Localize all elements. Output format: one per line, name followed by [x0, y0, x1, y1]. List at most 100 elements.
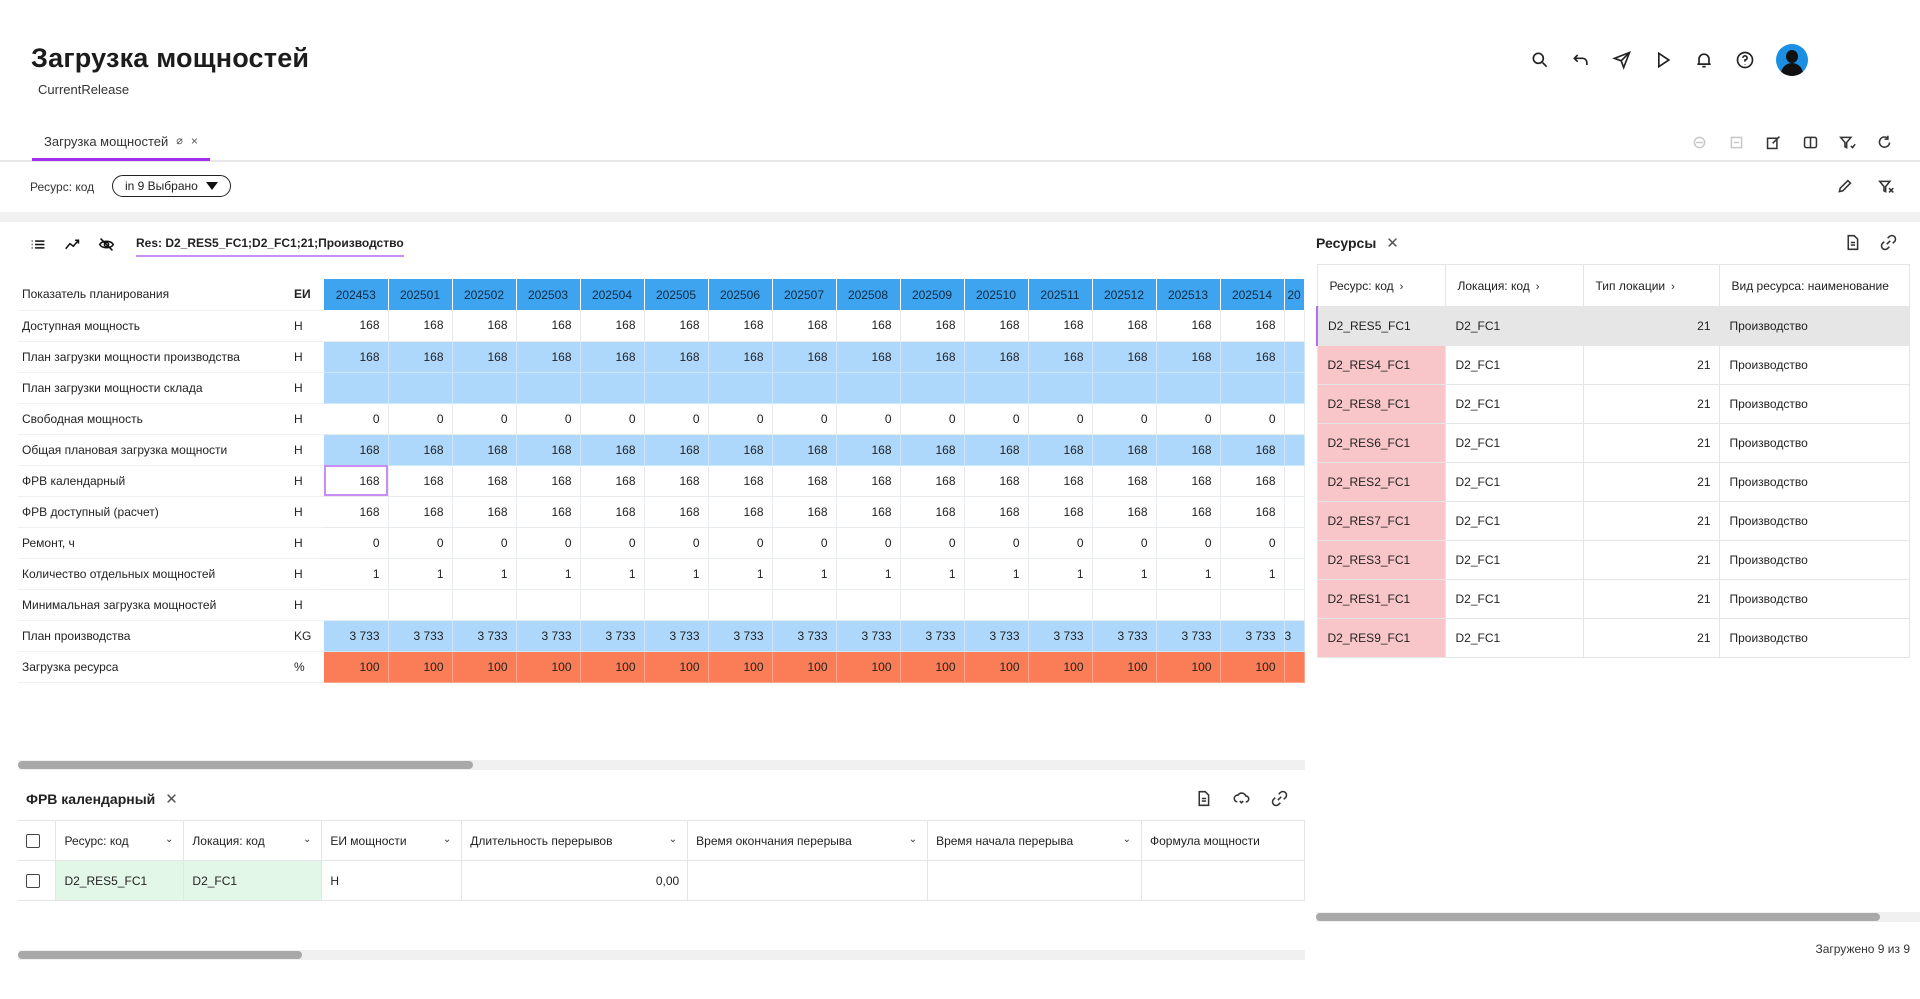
cloud-sync-icon[interactable] — [1231, 788, 1251, 808]
grid-cell[interactable]: 168 — [1092, 465, 1157, 497]
grid-cell[interactable]: 168 — [452, 341, 517, 373]
cell-break-duration[interactable]: 0,00 — [461, 860, 689, 901]
calendar-scrollbar[interactable] — [18, 950, 1305, 960]
period-header[interactable]: 20 — [1284, 279, 1305, 310]
grid-cell[interactable]: 100 — [1220, 651, 1285, 683]
grid-cell[interactable]: 168 — [516, 434, 581, 466]
tab-capacity-load[interactable]: Загрузка мощностей ⌀ × — [32, 128, 210, 161]
period-header[interactable]: 202513 — [1156, 279, 1221, 310]
grid-cell[interactable]: 100 — [516, 651, 581, 683]
grid-cell[interactable]: 1 — [324, 558, 389, 590]
grid-cell[interactable]: 3 733 — [1156, 620, 1221, 652]
grid-cell[interactable] — [1028, 372, 1093, 404]
grid-cell[interactable]: 0 — [772, 527, 837, 559]
grid-cell[interactable]: 0 — [644, 527, 709, 559]
grid-cell[interactable]: 100 — [900, 651, 965, 683]
grid-cell[interactable]: 168 — [900, 341, 965, 373]
grid-cell[interactable]: 0 — [836, 403, 901, 435]
grid-cell[interactable]: 168 — [1220, 496, 1285, 528]
cell-location-type[interactable]: 21 — [1582, 579, 1720, 619]
pin-icon[interactable]: ⌀ — [176, 135, 183, 147]
link-icon[interactable] — [1269, 788, 1289, 808]
grid-cell[interactable]: 0 — [1220, 527, 1285, 559]
grid-cell[interactable]: 1 — [1220, 558, 1285, 590]
grid-cell[interactable]: 168 — [1092, 434, 1157, 466]
cell-resource-code[interactable]: D2_RES6_FC1 — [1316, 423, 1446, 463]
cell-location-type[interactable]: 21 — [1582, 618, 1720, 658]
table-row[interactable]: D2_RES5_FC1 D2_FC1 21 Производство — [1316, 306, 1910, 346]
bell-icon[interactable] — [1692, 48, 1716, 72]
col-capacity-unit[interactable]: ЕИ мощности ⌄ — [321, 820, 463, 861]
grid-cell[interactable]: 3 733 — [1220, 620, 1285, 652]
grid-cell[interactable]: 1 — [964, 558, 1029, 590]
grid-cell[interactable]: 168 — [900, 496, 965, 528]
grid-cell[interactable]: 168 — [964, 496, 1029, 528]
period-header[interactable]: 202502 — [452, 279, 517, 310]
grid-cell[interactable]: 168 — [580, 310, 645, 342]
grid-cell[interactable] — [1284, 434, 1305, 466]
grid-cell[interactable]: 168 — [964, 341, 1029, 373]
grid-cell[interactable] — [1284, 558, 1305, 590]
cell-location-type[interactable]: 21 — [1582, 384, 1720, 424]
grid-cell[interactable]: 168 — [836, 434, 901, 466]
grid-cell[interactable]: 3 733 — [836, 620, 901, 652]
grid-cell[interactable]: 168 — [324, 496, 389, 528]
grid-cell[interactable] — [708, 589, 773, 621]
grid-cell[interactable] — [1284, 465, 1305, 497]
grid-cell[interactable] — [1028, 589, 1093, 621]
grid-cell[interactable] — [644, 372, 709, 404]
grid-cell[interactable]: 0 — [324, 527, 389, 559]
grid-cell[interactable] — [1284, 372, 1305, 404]
cell-capacity-unit[interactable]: Н — [321, 860, 463, 901]
grid-cell[interactable] — [836, 589, 901, 621]
grid-cell[interactable]: 168 — [836, 341, 901, 373]
cell-location-type[interactable]: 21 — [1582, 540, 1720, 580]
cell-resource-kind[interactable]: Производство — [1718, 501, 1910, 541]
grid-cell[interactable] — [1284, 341, 1305, 373]
grid-cell[interactable]: 168 — [1092, 310, 1157, 342]
grid-cell[interactable] — [1220, 372, 1285, 404]
list-icon[interactable] — [28, 234, 48, 254]
grid-cell[interactable]: 168 — [452, 434, 517, 466]
cell-location-type[interactable]: 21 — [1582, 423, 1720, 463]
cell-location-code[interactable]: D2_FC1 — [183, 860, 323, 901]
cell-capacity-formula[interactable] — [1141, 860, 1306, 901]
grid-cell[interactable]: 168 — [324, 465, 389, 497]
grid-cell[interactable]: 100 — [708, 651, 773, 683]
grid-cell[interactable]: 168 — [1092, 496, 1157, 528]
grid-cell[interactable]: 100 — [964, 651, 1029, 683]
table-row[interactable]: D2_RES7_FC1 D2_FC1 21 Производство — [1316, 501, 1910, 541]
grid-cell[interactable]: 100 — [452, 651, 517, 683]
grid-cell[interactable]: 168 — [324, 341, 389, 373]
cell-location-code[interactable]: D2_FC1 — [1444, 306, 1584, 346]
cell-location-type[interactable]: 21 — [1582, 501, 1720, 541]
grid-cell[interactable]: 0 — [964, 403, 1029, 435]
grid-cell[interactable]: 168 — [388, 434, 453, 466]
grid-cell[interactable] — [452, 589, 517, 621]
col-location-code[interactable]: Локация: код › — [1444, 264, 1584, 307]
grid-cell[interactable]: 168 — [900, 465, 965, 497]
send-icon[interactable] — [1610, 48, 1634, 72]
close-icon[interactable]: × — [190, 134, 198, 148]
grid-cell[interactable]: 0 — [900, 403, 965, 435]
grid-cell[interactable]: 1 — [836, 558, 901, 590]
grid-cell[interactable]: 0 — [900, 527, 965, 559]
cell-location-code[interactable]: D2_FC1 — [1444, 501, 1584, 541]
grid-cell[interactable]: 100 — [324, 651, 389, 683]
grid-cell[interactable]: 0 — [1028, 527, 1093, 559]
grid-cell[interactable]: 3 733 — [1092, 620, 1157, 652]
grid-cell[interactable]: 168 — [516, 496, 581, 528]
grid-cell[interactable]: 168 — [708, 341, 773, 373]
cell-break-end[interactable] — [687, 860, 929, 901]
grid-cell[interactable]: 168 — [836, 496, 901, 528]
grid-cell[interactable]: 168 — [772, 434, 837, 466]
grid-cell[interactable]: 0 — [772, 403, 837, 435]
grid-cell[interactable]: 0 — [1220, 403, 1285, 435]
grid-cell[interactable]: 168 — [644, 465, 709, 497]
cell-location-type[interactable]: 21 — [1582, 345, 1720, 385]
grid-cell[interactable]: 1 — [708, 558, 773, 590]
cell-resource-code[interactable]: D2_RES2_FC1 — [1316, 462, 1446, 502]
grid-cell[interactable]: 168 — [644, 310, 709, 342]
grid-cell[interactable]: 3 733 — [644, 620, 709, 652]
grid-cell[interactable]: 3 733 — [452, 620, 517, 652]
